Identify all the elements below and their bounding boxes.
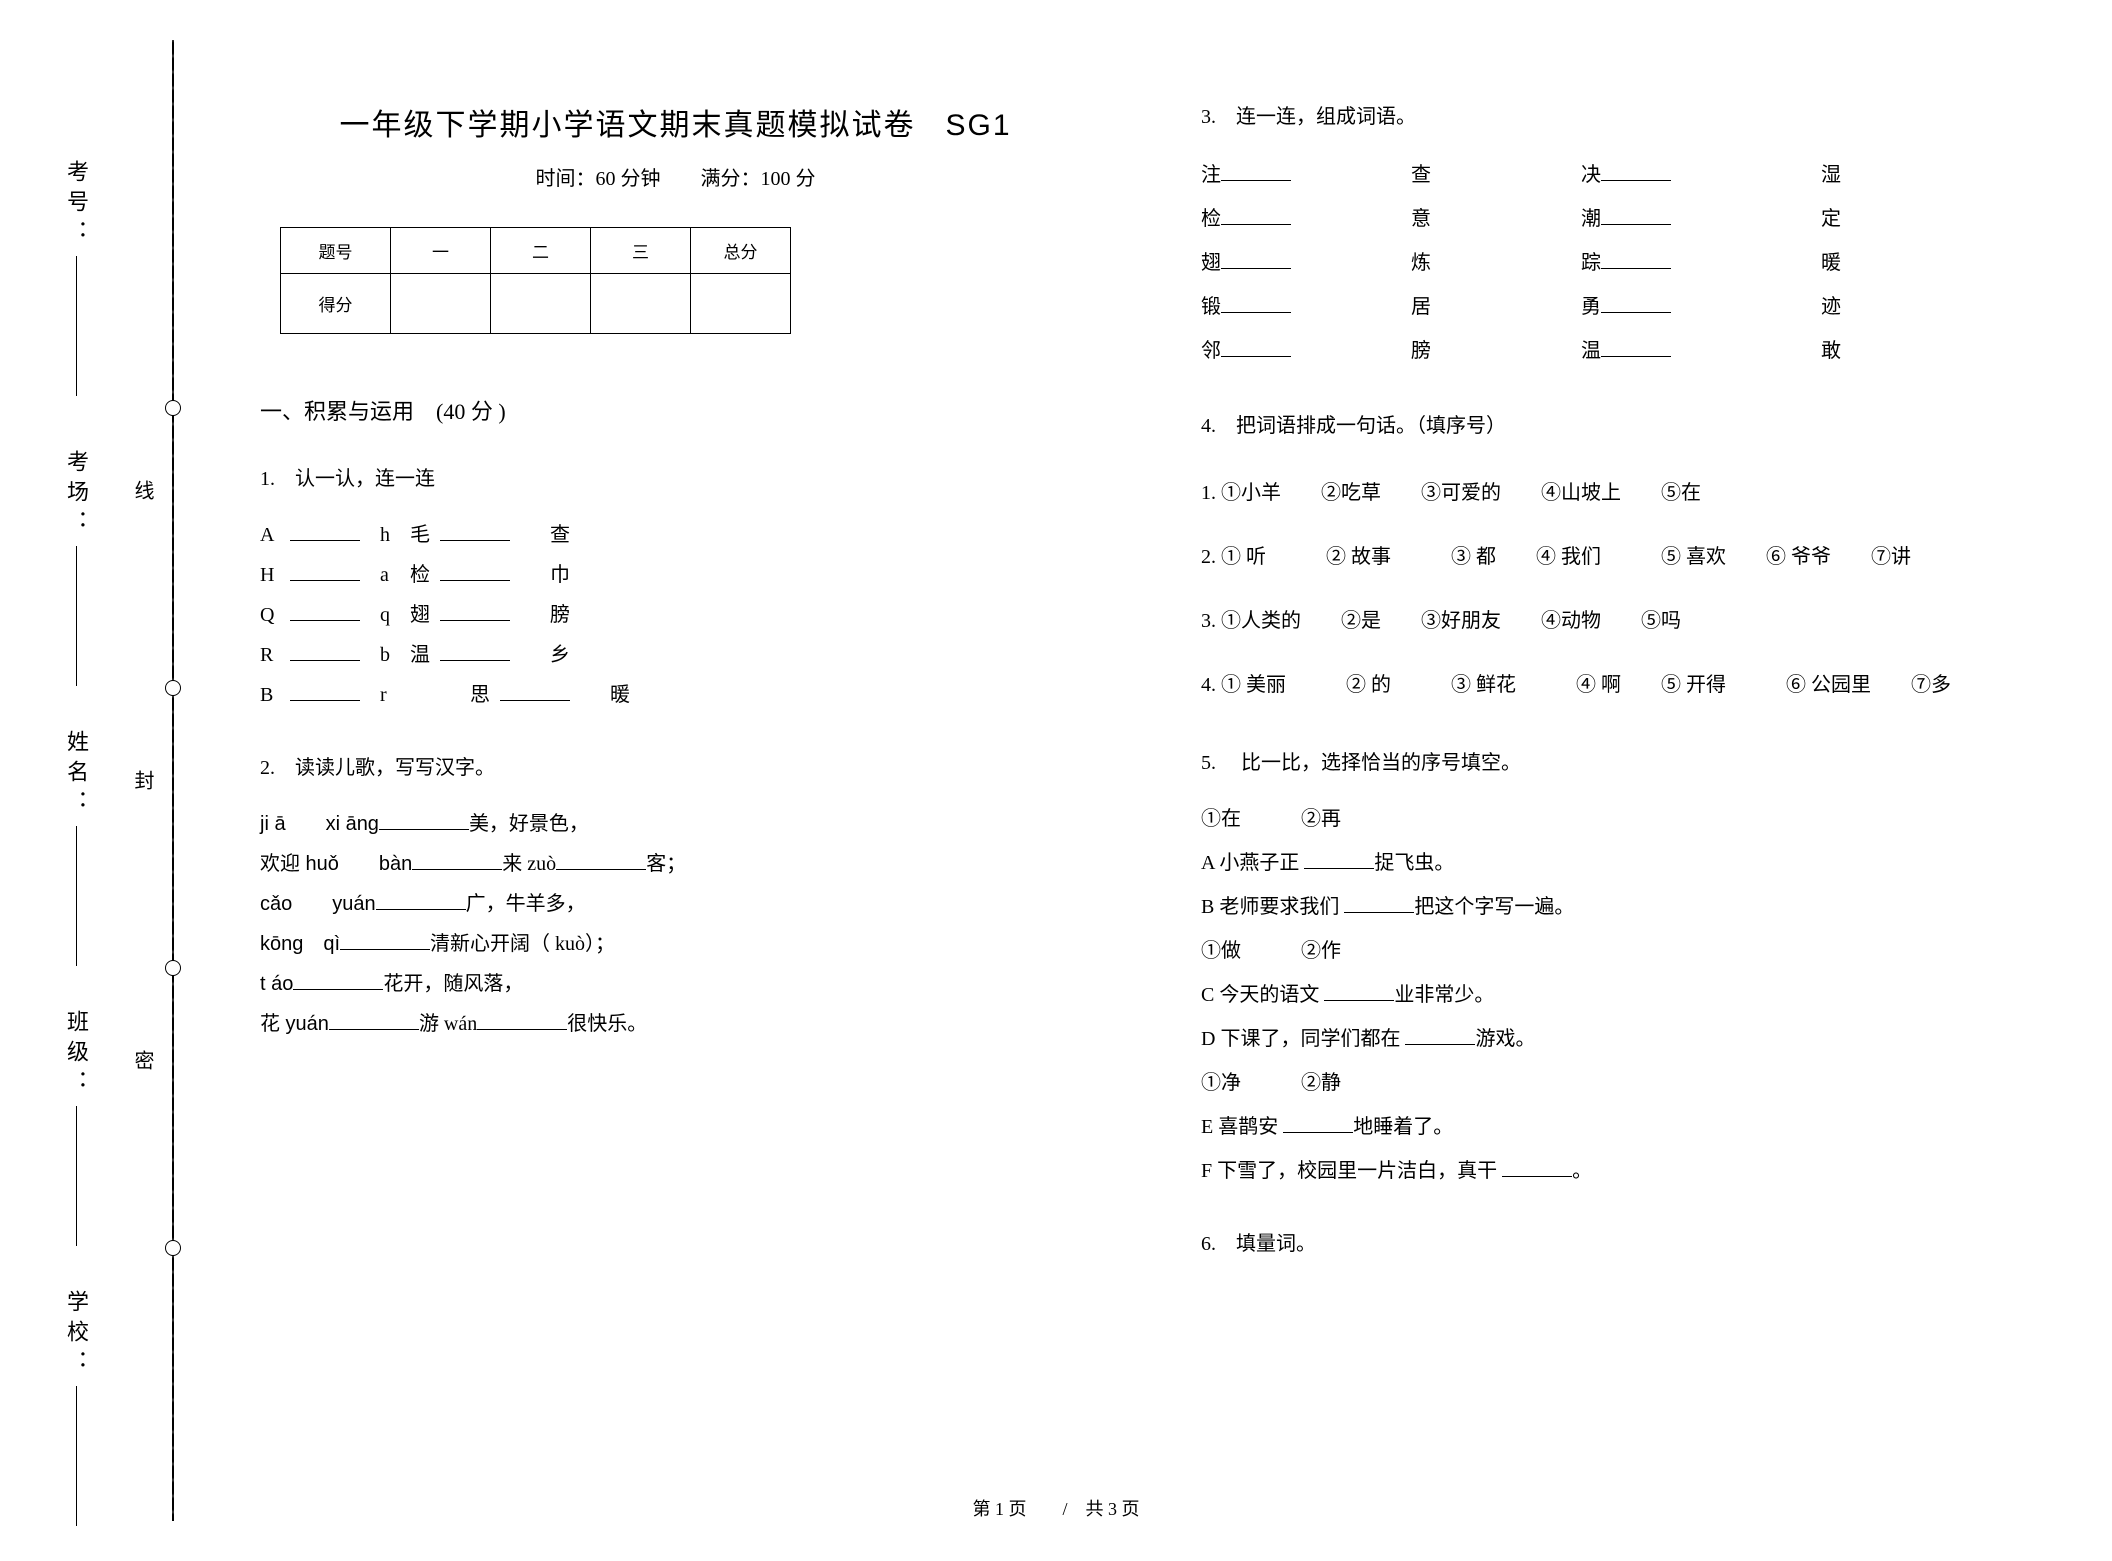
section-1-title: 一、积累与运用 (40 分 ) bbox=[260, 394, 1091, 426]
question-5: 5. 比一比，选择恰当的序号填空。 ①在 ②再A 小燕子正 捉飞虫。B 老师要求… bbox=[1201, 746, 2032, 1191]
score-header: 总分 bbox=[691, 228, 791, 274]
binding-label-name: 姓名： bbox=[60, 730, 92, 972]
binding-label-exam-id: 考号： bbox=[60, 160, 92, 402]
score-cell bbox=[691, 274, 791, 334]
fold-circle bbox=[165, 680, 181, 696]
fold-circle bbox=[165, 960, 181, 976]
column-left: 一年级下学期小学语文期末真题模拟试卷SG1 时间：60 分钟 满分：100 分 … bbox=[260, 100, 1091, 1292]
score-row-label: 得分 bbox=[281, 274, 391, 334]
q5-body: ①在 ②再A 小燕子正 捉飞虫。B 老师要求我们 把这个字写一遍。①做 ②作C … bbox=[1201, 799, 2032, 1191]
q3-title: 3. 连一连，组成词语。 bbox=[1201, 100, 2032, 129]
seal-char-seal: 封 bbox=[128, 770, 157, 790]
score-cell bbox=[591, 274, 691, 334]
binding-margin: 考号： 考场： 线 姓名： 封 班级： 密 学校： bbox=[0, 0, 220, 1561]
binding-label-room: 考场： bbox=[60, 450, 92, 692]
score-cell bbox=[491, 274, 591, 334]
q4-body: 1. ①小羊 ②吃草 ③可爱的 ④山坡上 ⑤在2. ① 听 ② 故事 ③ 都 ④… bbox=[1201, 468, 2032, 710]
question-1: 1. 认一认，连一连 A h毛 查H a检 巾Q q翅 膀R b温 乡B r 思… bbox=[260, 462, 1091, 715]
question-4: 4. 把词语排成一句话。（填序号） 1. ①小羊 ②吃草 ③可爱的 ④山坡上 ⑤… bbox=[1201, 409, 2032, 710]
q2-body: ji ā xi āng美，好景色，欢迎 huǒ bàn来 zuò客；cǎo yu… bbox=[260, 804, 1091, 1044]
question-6: 6. 填量词。 bbox=[1201, 1227, 2032, 1256]
score-table: 题号 一 二 三 总分 得分 bbox=[280, 227, 791, 334]
score-header: 三 bbox=[591, 228, 691, 274]
fold-circle bbox=[165, 1240, 181, 1256]
question-3: 3. 连一连，组成词语。 注查决湿检意潮定翅炼踪暖锻居勇迹邻膀温敢 bbox=[1201, 100, 2032, 373]
exam-title: 一年级下学期小学语文期末真题模拟试卷SG1 bbox=[260, 100, 1091, 144]
binding-label-class: 班级： bbox=[60, 1010, 92, 1252]
column-right: 3. 连一连，组成词语。 注查决湿检意潮定翅炼踪暖锻居勇迹邻膀温敢 4. 把词语… bbox=[1201, 100, 2032, 1292]
question-2: 2. 读读儿歌，写写汉字。 ji ā xi āng美，好景色，欢迎 huǒ bà… bbox=[260, 751, 1091, 1044]
q1-body: A h毛 查H a检 巾Q q翅 膀R b温 乡B r 思 暖 bbox=[260, 515, 1091, 715]
score-cell bbox=[391, 274, 491, 334]
q1-title: 1. 认一认，连一连 bbox=[260, 462, 1091, 491]
q5-title: 5. 比一比，选择恰当的序号填空。 bbox=[1201, 746, 2032, 775]
score-header: 一 bbox=[391, 228, 491, 274]
seal-char-secret: 密 bbox=[128, 1050, 157, 1070]
q2-title: 2. 读读儿歌，写写汉字。 bbox=[260, 751, 1091, 780]
fold-dotted-line bbox=[172, 40, 174, 1521]
q4-title: 4. 把词语排成一句话。（填序号） bbox=[1201, 409, 2032, 438]
page-footer: 第 1 页 / 共 3 页 bbox=[0, 1495, 2112, 1521]
content-area: 一年级下学期小学语文期末真题模拟试卷SG1 时间：60 分钟 满分：100 分 … bbox=[260, 100, 2032, 1292]
exam-meta: 时间：60 分钟 满分：100 分 bbox=[260, 162, 1091, 191]
fold-circle bbox=[165, 400, 181, 416]
score-header: 题号 bbox=[281, 228, 391, 274]
q6-title: 6. 填量词。 bbox=[1201, 1227, 2032, 1256]
score-header: 二 bbox=[491, 228, 591, 274]
q3-body: 注查决湿检意潮定翅炼踪暖锻居勇迹邻膀温敢 bbox=[1201, 153, 2032, 373]
seal-char-line: 线 bbox=[128, 480, 157, 500]
